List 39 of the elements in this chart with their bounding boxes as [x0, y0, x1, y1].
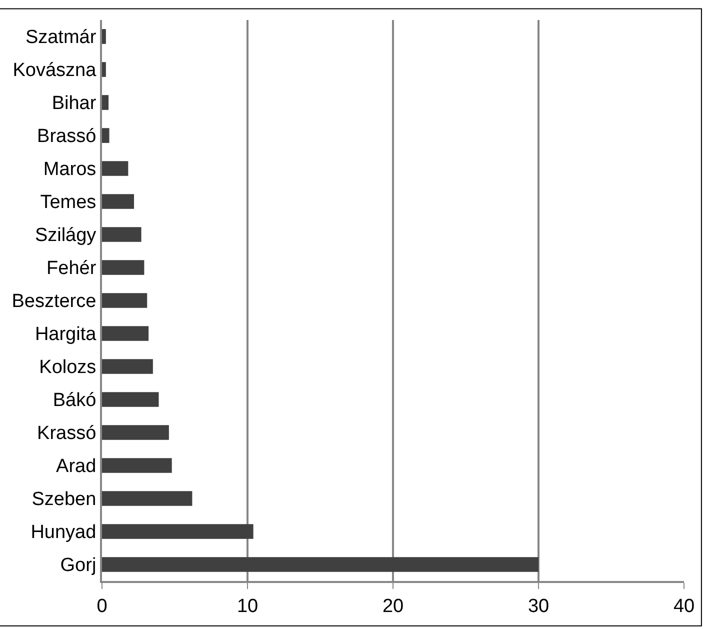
- bar: [102, 425, 169, 440]
- bar: [102, 557, 538, 572]
- y-tick-label: Krassó: [37, 423, 96, 444]
- x-tick-label: 20: [382, 596, 404, 617]
- bar: [102, 491, 192, 506]
- y-tick-label: Hunyad: [30, 522, 96, 544]
- bar: [102, 458, 172, 473]
- x-tick-label: 0: [96, 596, 108, 617]
- bar: [102, 260, 144, 275]
- bar: [102, 128, 110, 143]
- y-tick-label: Szilágy: [34, 225, 97, 246]
- y-tick-label: Fehér: [46, 258, 97, 280]
- bar: [102, 326, 149, 341]
- y-tick-label: Maros: [43, 159, 96, 180]
- y-tick-label: Bihar: [52, 93, 97, 114]
- y-tick-label: Hargita: [34, 324, 97, 346]
- bar: [102, 359, 153, 374]
- y-tick-label: Beszterce: [12, 291, 96, 312]
- bar: [102, 293, 148, 308]
- bar: [102, 29, 106, 44]
- y-tick-label: Temes: [40, 192, 96, 214]
- bar: [102, 524, 254, 539]
- bar: [102, 161, 128, 176]
- x-tick-label: 30: [528, 596, 550, 617]
- y-tick-label: Kovászna: [12, 60, 97, 82]
- x-tick-label: 40: [673, 596, 695, 617]
- y-tick-label: Szeben: [32, 489, 96, 510]
- x-tick-label: 10: [236, 596, 258, 617]
- y-tick-label: Gorj: [60, 555, 96, 576]
- y-tick-label: Kolozs: [39, 357, 96, 378]
- y-tick-label: Szatmár: [25, 27, 97, 48]
- y-tick-label: Bákó: [52, 390, 96, 412]
- y-tick-label: Arad: [56, 456, 96, 478]
- y-tick-label: Brassó: [37, 126, 96, 148]
- bar: [102, 95, 109, 110]
- bar: [102, 227, 142, 242]
- bar: [102, 62, 106, 77]
- bar: [102, 392, 159, 407]
- bar: [102, 194, 134, 209]
